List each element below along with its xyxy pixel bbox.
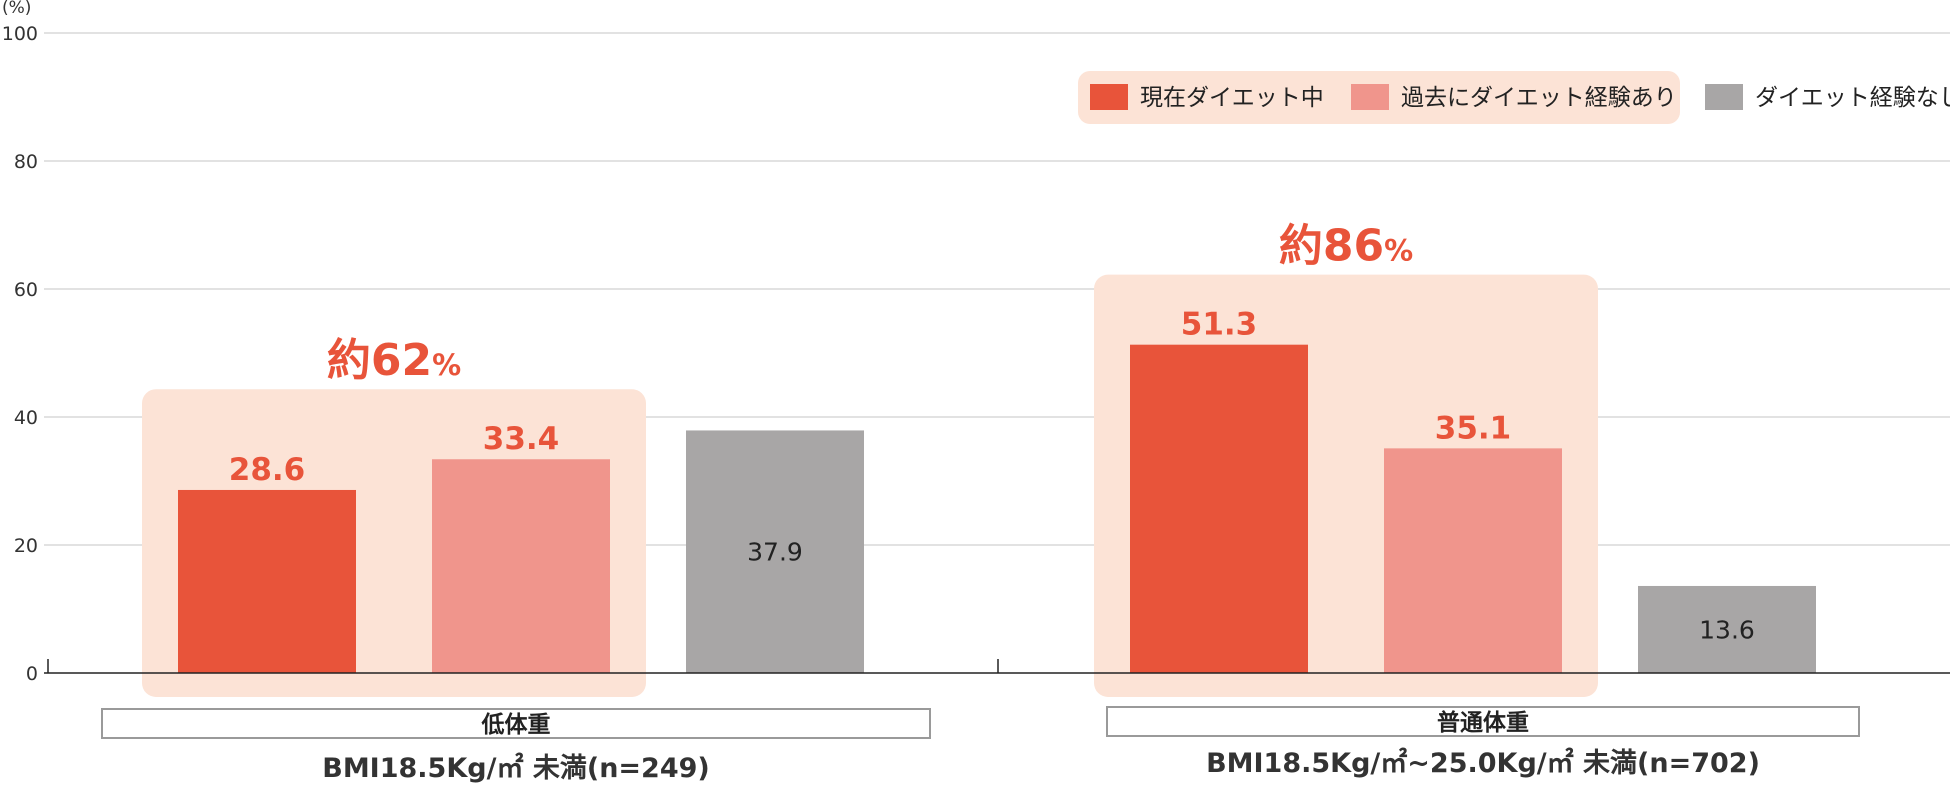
legend-label: ダイエット経験なし: [1755, 85, 1950, 111]
bar: [1130, 344, 1308, 673]
group-name-box: [1106, 706, 1860, 737]
group-name-box: [101, 708, 931, 739]
y-tick-label: 60: [14, 279, 38, 301]
group-name: 普通体重: [1437, 709, 1529, 736]
legend-label: 現在ダイエット中: [1140, 85, 1324, 111]
group-subtitle: BMI18.5Kg/㎡ 未満(n=249): [322, 752, 710, 784]
group-labels: 低体重 BMI18.5Kg/㎡ 未満(n=249) 普通体重 BMI18.5Kg/㎡~…: [101, 706, 1860, 784]
bar: [178, 489, 356, 673]
y-tick-label: 0: [26, 663, 38, 685]
bar: [1638, 585, 1816, 673]
bar-value-label: 28.6: [229, 452, 306, 488]
total-percent-label: 約86%: [1279, 221, 1413, 272]
total-percent-label: 約62%: [327, 335, 461, 386]
legend: 現在ダイエット中 過去にダイエット経験あり ダイエット経験なし: [1078, 71, 1950, 124]
legend-swatch: [1351, 84, 1389, 110]
y-unit-label: (%): [2, 0, 31, 18]
labels-layer: (%) 0 20 40 60 80 100 約62% 約86% 28.6 51.3 33.4 35.1 3…: [2, 0, 1755, 685]
group-name: 低体重: [481, 712, 551, 738]
legend-swatch: [1705, 84, 1743, 110]
bar: [686, 430, 864, 673]
legend-swatch: [1090, 84, 1128, 110]
bar: [432, 459, 610, 673]
y-tick-label: 20: [14, 535, 38, 557]
group-subtitle: BMI18.5Kg/㎡~25.0Kg/㎡ 未満(n=702): [1206, 747, 1760, 779]
y-tick-label: 40: [14, 407, 38, 429]
y-tick-label: 80: [14, 151, 38, 173]
y-tick-label: 100: [2, 23, 38, 45]
bar-value-label: 37.9: [747, 538, 803, 567]
bars-layer: [178, 344, 1816, 673]
legend-label: 過去にダイエット経験あり: [1401, 85, 1677, 111]
bar: [1384, 448, 1562, 673]
bar-value-label: 13.6: [1699, 615, 1755, 644]
axis-layer: [44, 659, 1950, 674]
bar-value-label: 51.3: [1181, 307, 1258, 343]
bar-value-label: 33.4: [483, 421, 560, 457]
bar-value-label: 35.1: [1435, 410, 1512, 446]
